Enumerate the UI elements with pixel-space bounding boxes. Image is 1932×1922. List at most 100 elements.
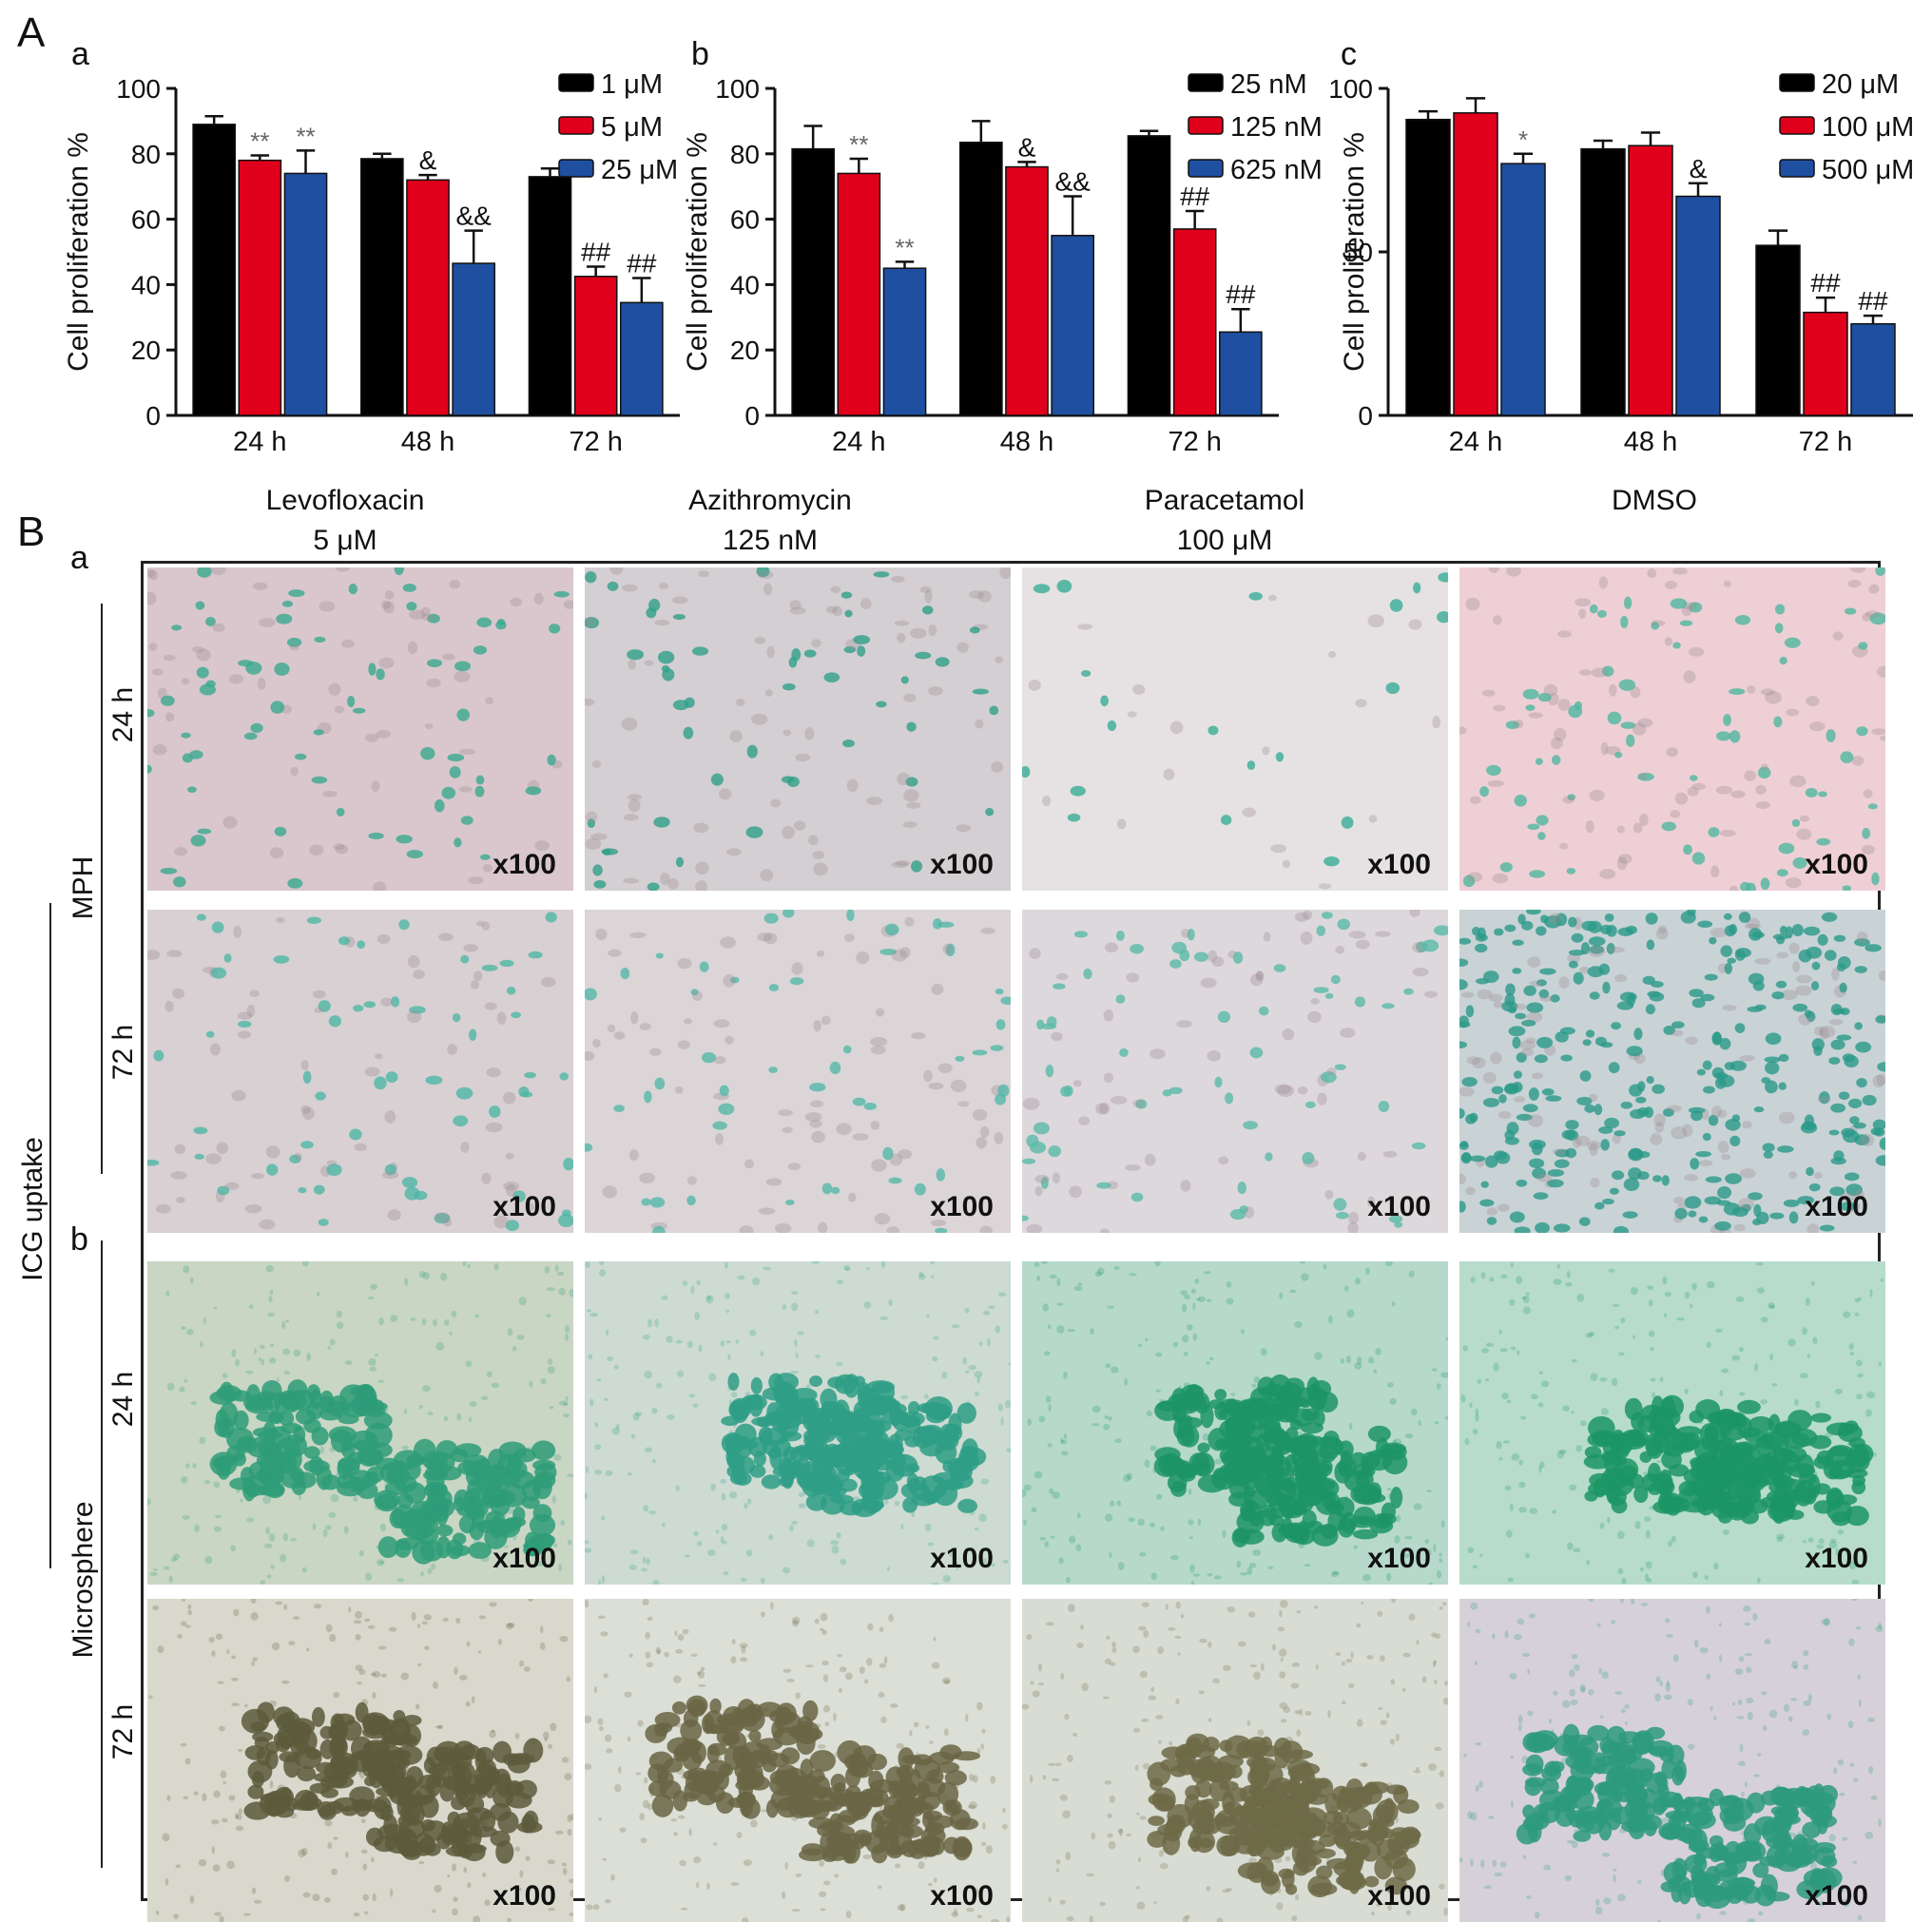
significance-mark: * [1518,125,1528,154]
significance-mark: && [1054,167,1091,197]
micrograph-tile: x100 [1459,1599,1885,1922]
magnification-label: x100 [930,849,994,881]
mph-bracket-line [101,604,103,1174]
micrograph-image [1459,910,1885,1233]
y-axis-label: Cell proliferation % [1339,132,1370,372]
magnification-label: x100 [1805,1191,1868,1223]
micrograph-tile: x100 [147,567,573,891]
row-label-microsphere-24h: 24 h [107,1352,140,1447]
y-tick-label: 20 [131,336,161,365]
micrograph-image [1022,567,1448,891]
magnification-label: x100 [1805,1543,1868,1575]
bar [1501,163,1545,415]
x-tick-label: 24 h [832,427,885,457]
row-label-mph-24h: 24 h [107,667,140,762]
micrograph-image [147,910,573,1233]
bar [1174,229,1216,415]
legend-label: 500 μM [1822,155,1914,185]
legend-label: 625 nM [1230,155,1323,185]
bar [621,302,663,415]
group-label-icg-uptake: ICG uptake [17,1133,49,1285]
icg-bracket-line [49,903,51,1568]
bar [239,161,280,415]
significance-mark: ## [1180,182,1210,211]
bar [1454,113,1497,415]
y-tick-label: 40 [131,270,161,299]
magnification-label: x100 [1367,1543,1431,1575]
y-tick-label: 60 [730,205,760,235]
y-tick-label: 0 [145,401,161,431]
legend-label: 100 μM [1822,112,1914,143]
group-label-microsphere: Microsphere [68,1485,100,1675]
legend-swatch [559,160,593,177]
y-tick-label: 60 [131,205,161,235]
legend-swatch [559,117,593,134]
y-axis-label: Cell proliferation % [682,132,713,372]
micrograph-image [585,910,1011,1233]
magnification-label: x100 [930,1543,994,1575]
column-dose: 125 nM [561,521,979,561]
column-drug-name: Levofloxacin [136,481,554,521]
x-tick-label: 48 h [401,427,454,457]
column-heading-azithromycin: Azithromycin 125 nM [561,481,979,561]
significance-mark: && [455,202,492,231]
y-tick-label: 20 [730,336,760,365]
row-label-mph-72h: 72 h [107,1005,140,1100]
significance-mark: ** [250,127,269,156]
bar [883,268,925,415]
column-heading-dmso: DMSO [1445,481,1864,521]
micrograph-tile: x100 [585,1261,1011,1585]
y-tick-label: 100 [715,74,760,104]
magnification-label: x100 [1805,849,1868,881]
micrograph-image [1022,910,1448,1233]
magnification-label: x100 [930,1880,994,1912]
bar [575,277,617,415]
magnification-label: x100 [493,1191,556,1223]
y-axis-label: Cell proliferation % [63,132,94,372]
bar [1629,145,1672,415]
column-dose: 5 μM [136,521,554,561]
legend-label: 25 nM [1230,69,1307,100]
legend-swatch [1188,160,1223,177]
column-dose: 100 μM [1015,521,1434,561]
row-label-microsphere-72h: 72 h [107,1684,140,1779]
significance-mark: ## [1226,279,1256,309]
section-label-a: a [70,540,88,577]
chart-panel-letter: b [691,36,709,72]
micrograph-grid: x100 x100 x100 x100 x100 x100 x100 x100 x100 x100… [141,561,1881,1901]
significance-mark: ## [627,249,657,279]
bar [453,263,494,415]
bar [1804,313,1847,415]
legend-label: 125 nM [1230,112,1323,143]
bar [407,180,449,415]
micrograph-tile: x100 [1022,910,1448,1233]
significance-mark: ** [849,130,868,159]
bar [529,177,570,415]
micrograph-image [585,567,1011,891]
y-tick-label: 0 [1358,401,1373,431]
magnification-label: x100 [1367,849,1431,881]
micrograph-image [147,567,573,891]
y-tick-label: 80 [730,140,760,169]
y-tick-label: 80 [131,140,161,169]
bar [1406,120,1450,415]
micrograph-tile: x100 [1459,567,1885,891]
significance-mark: ## [1858,286,1888,316]
bar [1052,236,1093,415]
column-drug-name: Azithromycin [561,481,979,521]
x-tick-label: 24 h [233,427,286,457]
bar [284,173,326,415]
significance-mark: & [419,145,437,175]
column-heading-paracetamol: Paracetamol 100 μM [1015,481,1434,561]
bar [1851,324,1895,415]
micrograph-image [1022,1261,1448,1585]
micrograph-image [585,1261,1011,1585]
chart-panel-letter: c [1341,36,1357,72]
micrograph-image [147,1599,573,1922]
bar [193,125,235,415]
micrograph-tile: x100 [1022,567,1448,891]
micrograph-tile: x100 [1459,1261,1885,1585]
